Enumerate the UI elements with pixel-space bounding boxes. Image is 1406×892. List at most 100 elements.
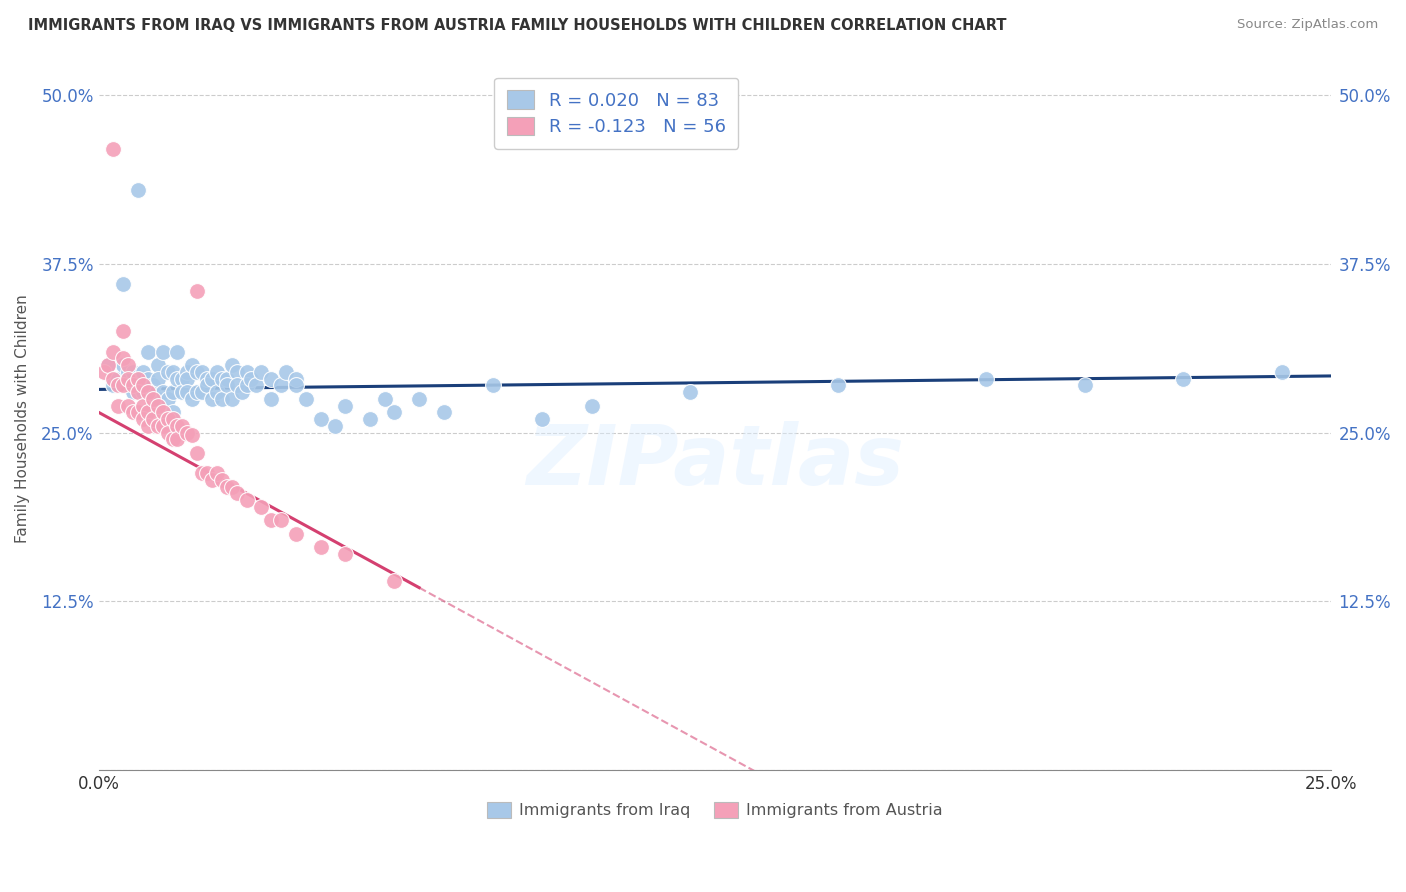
- Point: [195, 466, 218, 480]
- Point: [162, 405, 184, 419]
- Point: [132, 365, 155, 379]
- Point: [136, 344, 159, 359]
- Point: [260, 371, 283, 385]
- Point: [136, 385, 159, 400]
- Point: [142, 412, 165, 426]
- Point: [482, 378, 505, 392]
- Point: [152, 418, 174, 433]
- Point: [186, 385, 208, 400]
- Point: [235, 378, 257, 392]
- Point: [122, 385, 145, 400]
- Point: [235, 493, 257, 508]
- Point: [146, 392, 169, 406]
- Point: [211, 473, 233, 487]
- Point: [191, 466, 214, 480]
- Point: [127, 385, 149, 400]
- Point: [231, 385, 253, 400]
- Point: [201, 371, 224, 385]
- Point: [152, 344, 174, 359]
- Point: [333, 399, 356, 413]
- Point: [127, 371, 149, 385]
- Point: [107, 371, 129, 385]
- Point: [166, 371, 188, 385]
- Point: [191, 385, 214, 400]
- Point: [191, 365, 214, 379]
- Text: ZIPatlas: ZIPatlas: [526, 421, 904, 501]
- Point: [146, 371, 169, 385]
- Legend: Immigrants from Iraq, Immigrants from Austria: Immigrants from Iraq, Immigrants from Au…: [481, 796, 949, 825]
- Point: [374, 392, 396, 406]
- Point: [274, 365, 297, 379]
- Point: [827, 378, 849, 392]
- Point: [270, 378, 292, 392]
- Point: [162, 412, 184, 426]
- Point: [679, 385, 702, 400]
- Point: [103, 371, 125, 385]
- Point: [127, 405, 149, 419]
- Point: [250, 365, 273, 379]
- Point: [195, 378, 218, 392]
- Point: [132, 385, 155, 400]
- Point: [240, 371, 263, 385]
- Point: [284, 526, 307, 541]
- Point: [97, 358, 120, 372]
- Point: [156, 425, 179, 440]
- Point: [221, 479, 243, 493]
- Point: [112, 351, 135, 366]
- Point: [172, 385, 194, 400]
- Point: [127, 371, 149, 385]
- Point: [156, 365, 179, 379]
- Point: [581, 399, 603, 413]
- Text: IMMIGRANTS FROM IRAQ VS IMMIGRANTS FROM AUSTRIA FAMILY HOUSEHOLDS WITH CHILDREN : IMMIGRANTS FROM IRAQ VS IMMIGRANTS FROM …: [28, 18, 1007, 33]
- Point: [211, 392, 233, 406]
- Point: [211, 371, 233, 385]
- Point: [270, 513, 292, 527]
- Point: [205, 385, 228, 400]
- Point: [127, 183, 149, 197]
- Point: [186, 446, 208, 460]
- Point: [1271, 365, 1294, 379]
- Point: [260, 392, 283, 406]
- Point: [384, 405, 406, 419]
- Point: [136, 405, 159, 419]
- Point: [172, 371, 194, 385]
- Point: [225, 378, 247, 392]
- Point: [117, 399, 139, 413]
- Point: [156, 392, 179, 406]
- Point: [146, 358, 169, 372]
- Point: [136, 418, 159, 433]
- Point: [176, 425, 198, 440]
- Point: [152, 405, 174, 419]
- Point: [166, 344, 188, 359]
- Point: [132, 378, 155, 392]
- Point: [384, 574, 406, 588]
- Point: [205, 365, 228, 379]
- Point: [112, 378, 135, 392]
- Point: [235, 365, 257, 379]
- Point: [142, 392, 165, 406]
- Point: [181, 358, 204, 372]
- Point: [103, 143, 125, 157]
- Point: [323, 418, 346, 433]
- Point: [162, 385, 184, 400]
- Point: [176, 385, 198, 400]
- Point: [112, 325, 135, 339]
- Point: [103, 344, 125, 359]
- Point: [221, 392, 243, 406]
- Point: [225, 365, 247, 379]
- Point: [136, 371, 159, 385]
- Point: [122, 365, 145, 379]
- Point: [122, 378, 145, 392]
- Point: [166, 433, 188, 447]
- Point: [215, 479, 238, 493]
- Point: [112, 277, 135, 292]
- Point: [146, 399, 169, 413]
- Point: [333, 547, 356, 561]
- Point: [359, 412, 381, 426]
- Point: [107, 378, 129, 392]
- Point: [162, 365, 184, 379]
- Point: [112, 358, 135, 372]
- Point: [201, 392, 224, 406]
- Point: [117, 365, 139, 379]
- Point: [201, 473, 224, 487]
